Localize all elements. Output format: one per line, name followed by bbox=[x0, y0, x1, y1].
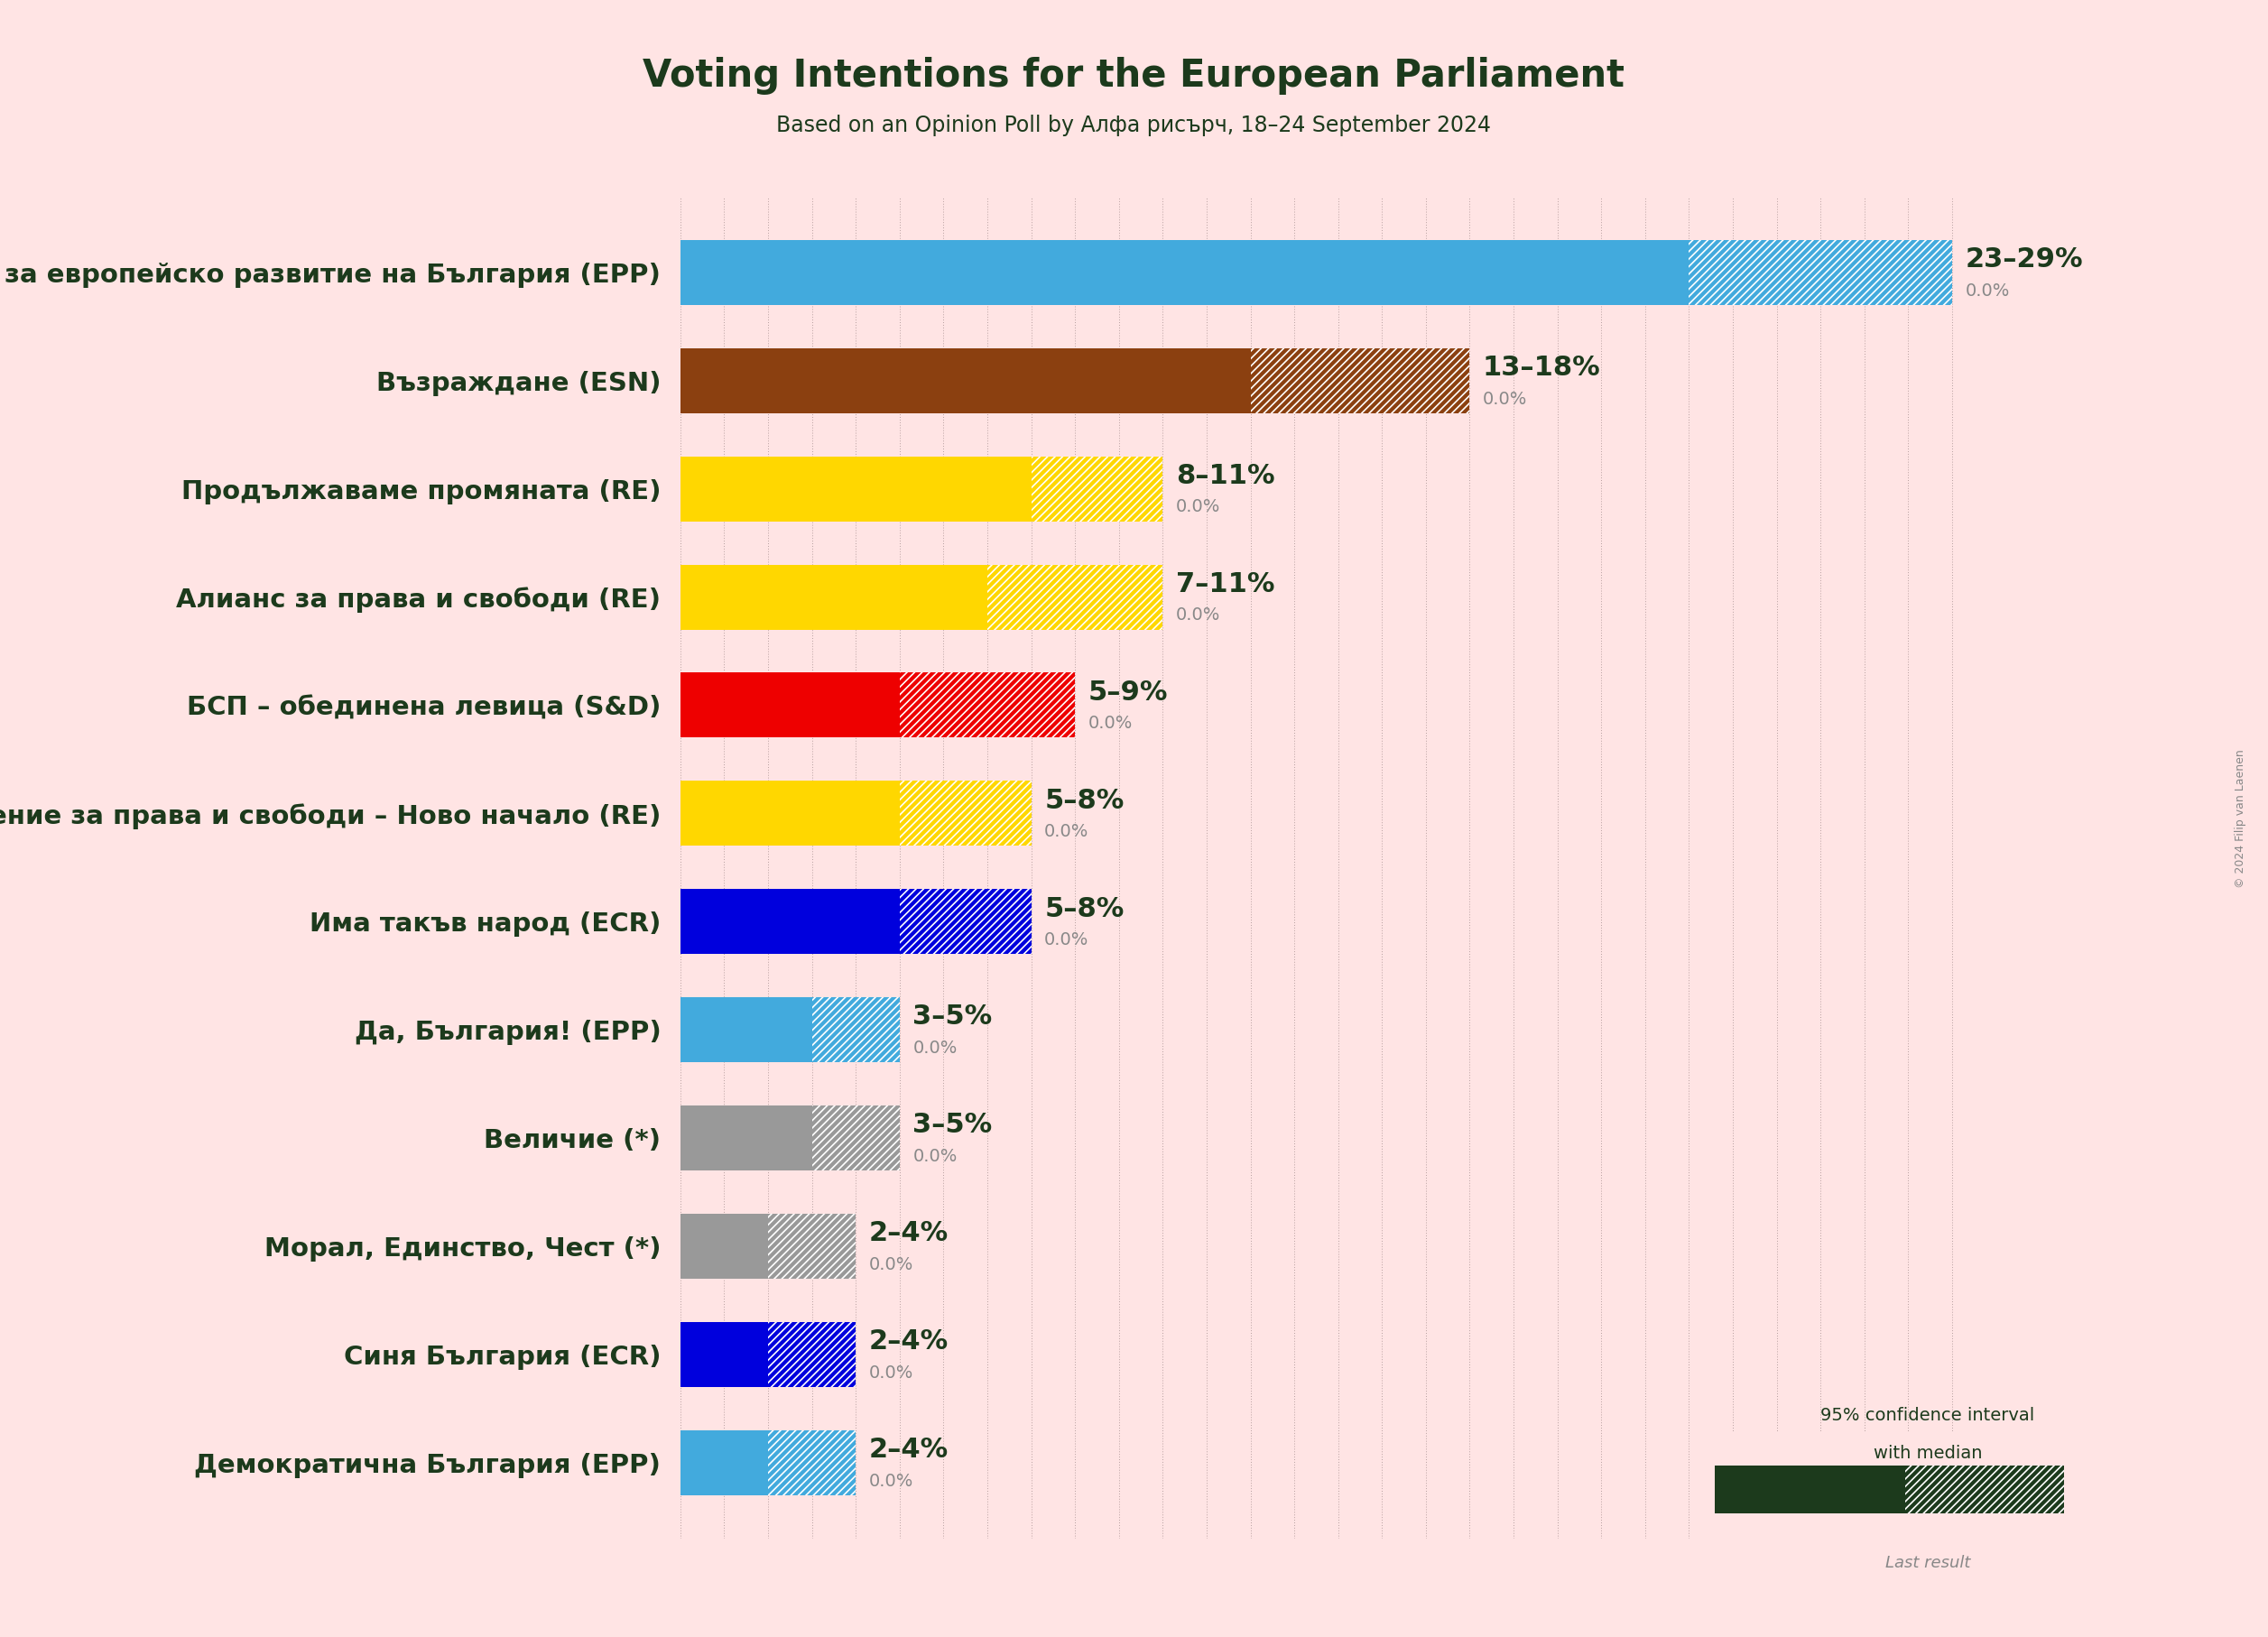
Bar bbox=[812, 997, 900, 1062]
Bar bbox=[769, 1215, 855, 1278]
Bar bbox=[769, 1323, 855, 1387]
Text: © 2024 Filip van Laenen: © 2024 Filip van Laenen bbox=[2234, 750, 2248, 887]
Bar bbox=[1715, 1465, 1905, 1514]
Text: 0.0%: 0.0% bbox=[869, 1256, 914, 1274]
Text: 0.0%: 0.0% bbox=[912, 1148, 957, 1166]
Bar bbox=[769, 1215, 855, 1278]
Bar bbox=[680, 1215, 769, 1278]
Text: 0.0%: 0.0% bbox=[912, 1039, 957, 1058]
Text: 5–8%: 5–8% bbox=[1043, 787, 1125, 814]
Text: 0.0%: 0.0% bbox=[869, 1365, 914, 1382]
Bar bbox=[680, 349, 1250, 413]
Text: 2–4%: 2–4% bbox=[869, 1437, 948, 1463]
Text: 5–8%: 5–8% bbox=[1043, 895, 1125, 922]
Text: 0.0%: 0.0% bbox=[1175, 607, 1220, 624]
Bar bbox=[1032, 457, 1163, 521]
Text: 13–18%: 13–18% bbox=[1483, 354, 1601, 380]
Bar bbox=[812, 997, 900, 1062]
Bar bbox=[900, 889, 1032, 954]
Text: 95% confidence interval: 95% confidence interval bbox=[1821, 1408, 2034, 1424]
Text: 0.0%: 0.0% bbox=[869, 1473, 914, 1490]
Bar bbox=[680, 457, 1032, 521]
Text: 5–9%: 5–9% bbox=[1089, 679, 1168, 706]
Bar bbox=[900, 673, 1075, 738]
Bar bbox=[900, 889, 1032, 954]
Text: 8–11%: 8–11% bbox=[1175, 463, 1275, 489]
Bar bbox=[680, 1431, 769, 1496]
Bar bbox=[680, 1323, 769, 1387]
Bar bbox=[812, 1105, 900, 1170]
Text: 0.0%: 0.0% bbox=[1964, 282, 2009, 300]
Bar bbox=[769, 1323, 855, 1387]
Bar bbox=[1690, 239, 1953, 304]
Bar bbox=[1905, 1465, 2064, 1514]
Bar bbox=[1250, 349, 1470, 413]
Bar bbox=[900, 673, 1075, 738]
Text: 0.0%: 0.0% bbox=[1483, 390, 1526, 408]
Text: 7–11%: 7–11% bbox=[1175, 571, 1275, 598]
Bar bbox=[769, 1431, 855, 1496]
Text: 0.0%: 0.0% bbox=[1043, 931, 1089, 949]
Text: 3–5%: 3–5% bbox=[912, 1112, 993, 1138]
Bar bbox=[900, 781, 1032, 846]
Bar bbox=[1690, 239, 1953, 304]
Text: 2–4%: 2–4% bbox=[869, 1329, 948, 1355]
Bar bbox=[680, 565, 987, 630]
Bar bbox=[680, 997, 812, 1062]
Bar bbox=[900, 781, 1032, 846]
Bar bbox=[812, 1105, 900, 1170]
Text: Last result: Last result bbox=[1885, 1555, 1971, 1572]
Text: Voting Intentions for the European Parliament: Voting Intentions for the European Parli… bbox=[644, 57, 1624, 95]
Text: 0.0%: 0.0% bbox=[1175, 499, 1220, 516]
Bar bbox=[1032, 457, 1163, 521]
Bar bbox=[987, 565, 1163, 630]
Bar bbox=[987, 565, 1163, 630]
Bar bbox=[680, 673, 900, 738]
Bar bbox=[1250, 349, 1470, 413]
Bar bbox=[1905, 1465, 2064, 1514]
Bar bbox=[680, 781, 900, 846]
Bar bbox=[680, 239, 1690, 304]
Bar bbox=[769, 1431, 855, 1496]
Text: 2–4%: 2–4% bbox=[869, 1221, 948, 1247]
Bar bbox=[680, 1105, 812, 1170]
Text: with median: with median bbox=[1873, 1445, 1982, 1462]
Text: 0.0%: 0.0% bbox=[1089, 715, 1132, 732]
Text: 0.0%: 0.0% bbox=[1043, 823, 1089, 840]
Text: 23–29%: 23–29% bbox=[1964, 246, 2082, 272]
Text: Based on an Opinion Poll by Алфа рисърч, 18–24 September 2024: Based on an Opinion Poll by Алфа рисърч,… bbox=[776, 115, 1492, 136]
Bar bbox=[680, 889, 900, 954]
Text: 3–5%: 3–5% bbox=[912, 1003, 993, 1030]
